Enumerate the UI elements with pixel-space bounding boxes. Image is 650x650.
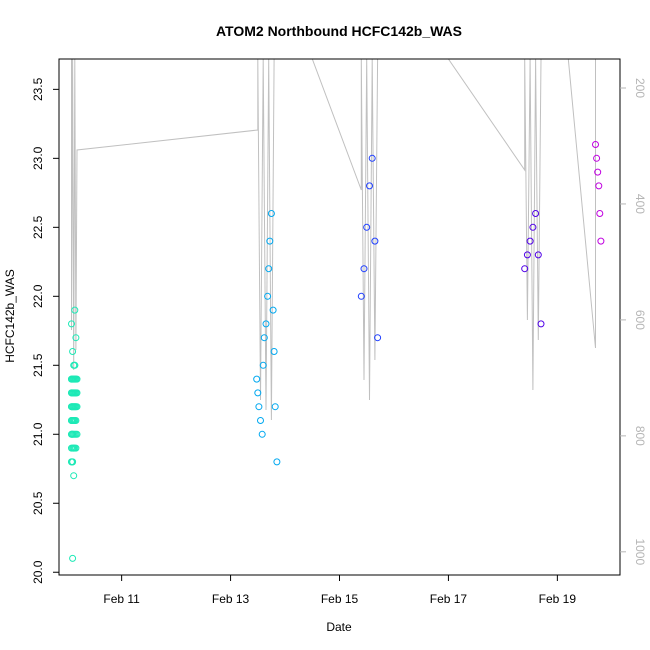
data-point xyxy=(523,251,531,259)
data-point xyxy=(526,237,534,245)
x-axis: Feb 11 Feb 13 Feb 15 Feb 17 Feb 19 xyxy=(103,575,576,606)
data-point xyxy=(271,403,279,411)
data-point xyxy=(593,154,601,162)
data-point xyxy=(264,292,272,300)
x-tick-label: Feb 15 xyxy=(321,592,359,606)
data-point xyxy=(532,210,540,217)
chart-title: ATOM2 Northbound HCFC142b_WAS xyxy=(216,23,462,39)
y-tick-label: 20.0 xyxy=(31,560,45,584)
data-point xyxy=(363,223,371,231)
y-tick-label: 20.5 xyxy=(31,491,45,515)
data-point xyxy=(262,320,270,328)
data-point xyxy=(266,237,274,245)
data-point xyxy=(72,334,80,342)
y-tick-label: 23.0 xyxy=(31,146,45,170)
right-axis: 200 400 600 800 1000 xyxy=(620,78,647,565)
right-tick-label: 600 xyxy=(633,310,647,330)
x-axis-label: Date xyxy=(326,620,352,634)
data-point xyxy=(269,306,277,314)
data-point xyxy=(69,554,77,562)
right-tick-label: 1000 xyxy=(633,538,647,565)
data-point xyxy=(69,430,77,438)
data-point xyxy=(596,210,604,217)
y-tick-label: 21.5 xyxy=(31,353,45,377)
right-tick-label: 400 xyxy=(633,194,647,214)
data-point xyxy=(521,265,529,273)
altitude-trace xyxy=(71,58,596,421)
x-tick-label: Feb 13 xyxy=(212,592,250,606)
data-point xyxy=(259,361,267,369)
right-tick-label: 800 xyxy=(633,426,647,446)
data-point xyxy=(69,348,77,355)
data-point xyxy=(255,403,263,411)
data-point xyxy=(72,403,80,411)
data-point xyxy=(368,154,376,162)
data-point xyxy=(258,430,266,438)
y-tick-label: 23.5 xyxy=(31,77,45,101)
data-point xyxy=(70,472,78,480)
data-point xyxy=(267,210,275,217)
data-point xyxy=(597,237,605,245)
data-point xyxy=(594,168,602,176)
x-tick-label: Feb 11 xyxy=(103,592,140,606)
y-tick-label: 22.0 xyxy=(31,284,45,308)
data-point xyxy=(529,223,537,231)
data-point xyxy=(253,375,261,383)
data-point xyxy=(257,417,264,424)
right-tick-label: 200 xyxy=(633,78,647,98)
series-3 xyxy=(357,154,382,342)
series-2 xyxy=(253,210,281,466)
x-tick-label: Feb 17 xyxy=(430,592,468,606)
data-point xyxy=(595,182,603,190)
data-point xyxy=(537,320,545,328)
data-point xyxy=(254,389,262,397)
data-point xyxy=(273,458,281,466)
data-point xyxy=(72,389,80,397)
data-point xyxy=(69,458,77,466)
data-point xyxy=(360,265,368,273)
series-4 xyxy=(521,210,545,328)
data-point xyxy=(68,320,75,328)
y-tick-label: 22.5 xyxy=(31,215,45,239)
series-5 xyxy=(592,141,605,245)
data-point xyxy=(270,348,278,355)
data-points xyxy=(68,141,605,562)
data-point xyxy=(374,334,382,342)
data-point xyxy=(371,237,379,245)
x-tick-label: Feb 19 xyxy=(539,592,577,606)
data-point xyxy=(71,417,79,424)
data-point xyxy=(71,361,79,369)
data-point xyxy=(260,334,268,342)
data-point xyxy=(265,265,273,273)
y-tick-label: 21.0 xyxy=(31,422,45,446)
data-point xyxy=(592,141,599,148)
y-axis-label: HCFC142b_WAS xyxy=(3,269,17,363)
data-point xyxy=(70,444,78,452)
y-axis: 20.0 20.5 21.0 21.5 22.0 22.5 23.0 23.5 xyxy=(31,77,59,584)
data-point xyxy=(73,375,81,383)
data-point xyxy=(366,182,373,190)
data-point xyxy=(357,292,365,300)
data-point xyxy=(71,306,79,314)
series-1 xyxy=(68,306,81,562)
altitude-trace-line xyxy=(71,58,596,421)
data-point xyxy=(72,444,80,452)
data-point xyxy=(534,251,542,259)
